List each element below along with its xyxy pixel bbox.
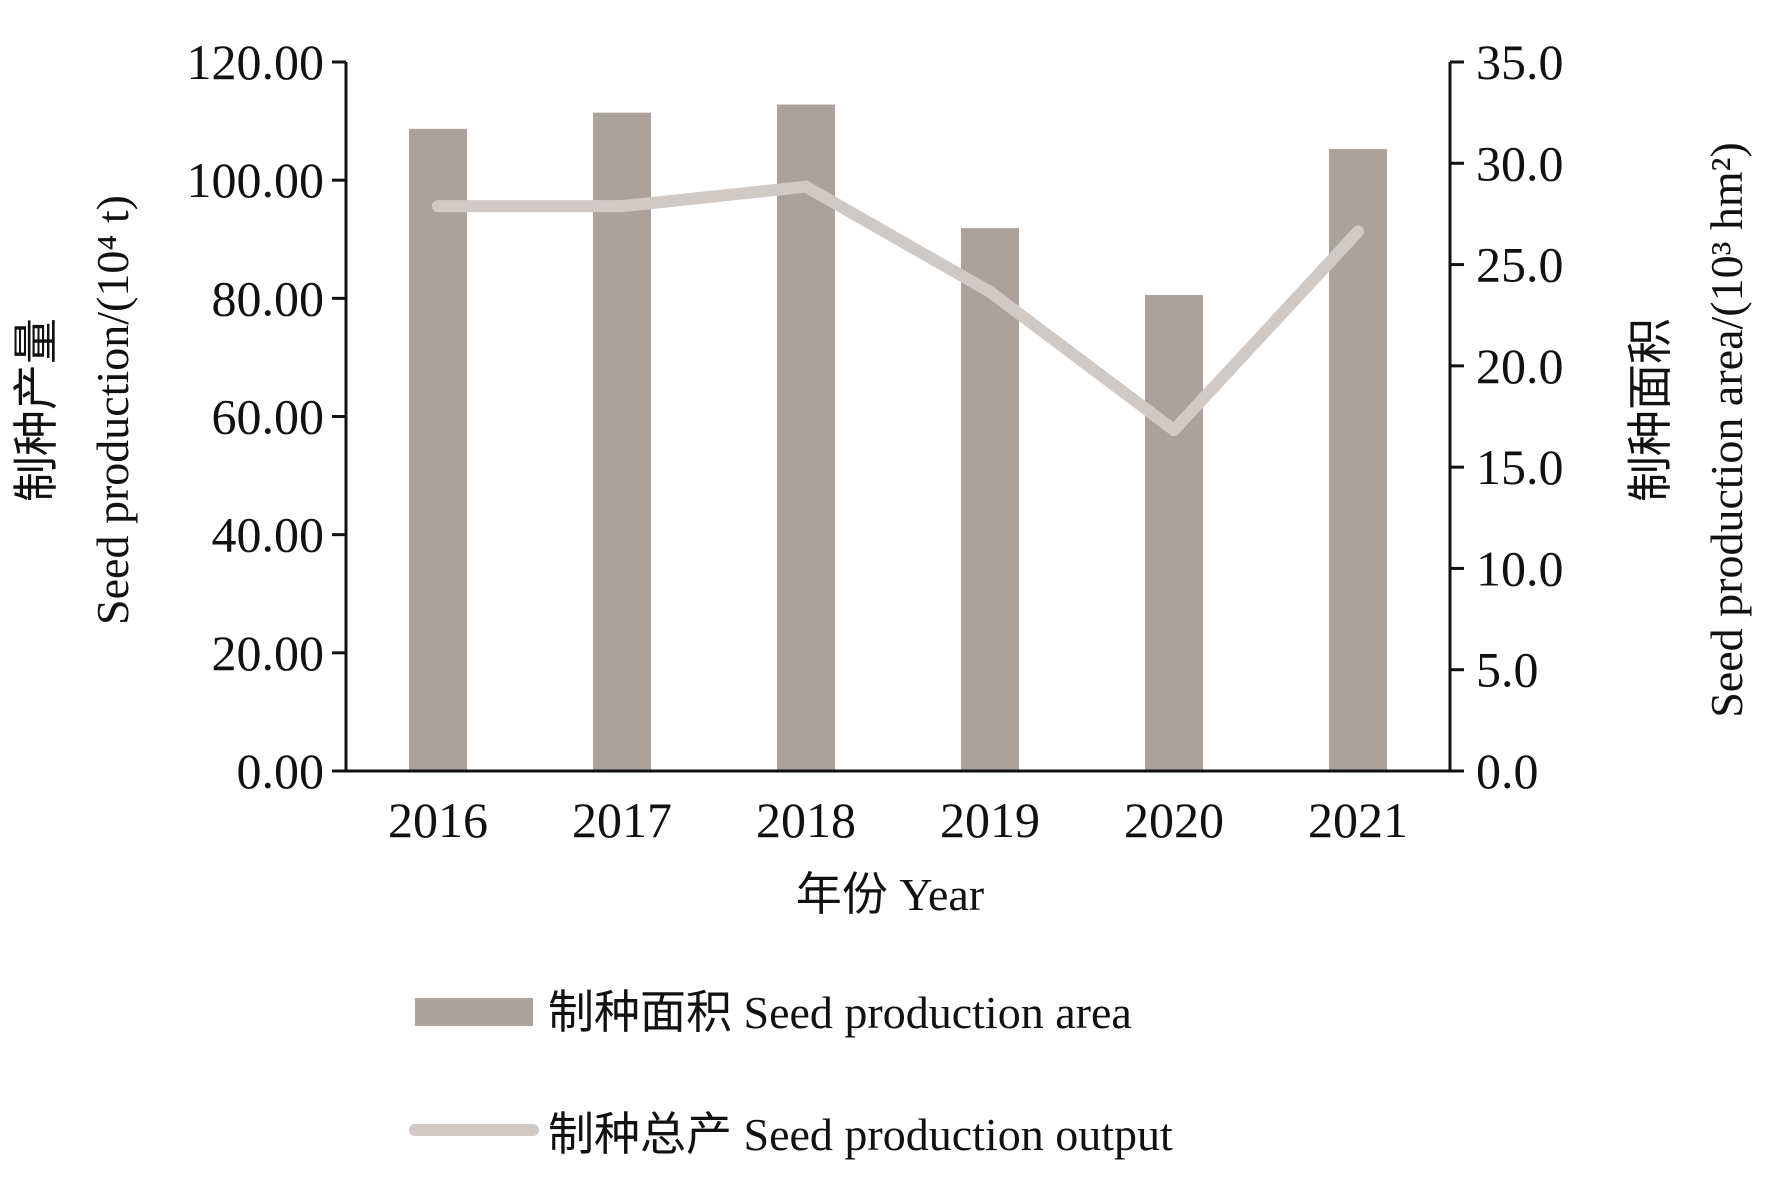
left-tick-label: 40.00 bbox=[212, 507, 325, 563]
x-tick-label: 2016 bbox=[388, 792, 488, 848]
right-tick-label: 25.0 bbox=[1476, 237, 1564, 293]
left-y-axis-title-en: Seed production/(10⁴ t) bbox=[87, 195, 138, 625]
bar-2020 bbox=[1145, 294, 1203, 771]
bar-2016 bbox=[409, 128, 467, 771]
x-tick-label: 2021 bbox=[1308, 792, 1408, 848]
left-y-axis-title-en-group: Seed production/(10⁴ t) bbox=[87, 195, 138, 625]
left-y-axis-ticks: 0.00 20.00 40.00 60.00 80.00 100.00 120.00 bbox=[187, 34, 346, 799]
left-tick-label: 80.00 bbox=[212, 270, 325, 326]
bar-2018 bbox=[777, 104, 835, 772]
right-y-axis-title-en-group: Seed production area/(10³ hm²) bbox=[1701, 142, 1752, 718]
right-y-axis-ticks: 0.0 5.0 10.0 15.0 20.0 25.0 30.0 35.0 bbox=[1450, 34, 1564, 799]
line-point-2021 bbox=[1352, 225, 1364, 238]
right-tick-label: 10.0 bbox=[1476, 540, 1564, 596]
left-tick-label: 0.00 bbox=[237, 743, 325, 799]
legend-bar-swatch bbox=[415, 998, 533, 1026]
x-tick-label: 2019 bbox=[940, 792, 1040, 848]
bar-2017 bbox=[593, 112, 651, 771]
x-tick-label: 2018 bbox=[756, 792, 856, 848]
bar-2019 bbox=[961, 228, 1019, 771]
right-tick-label: 5.0 bbox=[1476, 642, 1539, 698]
output-line bbox=[432, 180, 1364, 437]
x-axis-ticks: 2016 2017 2018 2019 2020 2021 bbox=[388, 792, 1408, 848]
right-tick-label: 30.0 bbox=[1476, 135, 1564, 191]
left-tick-label: 120.00 bbox=[187, 34, 325, 90]
legend-bar-label: 制种面积 Seed production area bbox=[548, 987, 1132, 1038]
left-tick-label: 20.00 bbox=[212, 625, 325, 681]
line-point-2016 bbox=[432, 200, 444, 213]
right-y-axis-title-en: Seed production area/(10³ hm²) bbox=[1701, 142, 1752, 718]
line-point-2017 bbox=[616, 200, 628, 213]
bar-series bbox=[409, 104, 1387, 772]
left-tick-label: 100.00 bbox=[187, 152, 325, 208]
bar-2021 bbox=[1329, 149, 1387, 771]
x-tick-label: 2017 bbox=[572, 792, 672, 848]
x-axis-title: 年份 Year bbox=[796, 869, 984, 920]
right-tick-label: 15.0 bbox=[1476, 439, 1564, 495]
right-y-axis-title: 制种面积 bbox=[1625, 318, 1676, 502]
right-tick-label: 20.0 bbox=[1476, 338, 1564, 394]
right-tick-label: 35.0 bbox=[1476, 34, 1564, 90]
left-y-axis-title-cn: 制种产量 bbox=[11, 318, 62, 502]
legend: 制种面积 Seed production area 制种总产 Seed prod… bbox=[409, 987, 1173, 1160]
line-series bbox=[432, 180, 1364, 437]
left-tick-label: 60.00 bbox=[212, 389, 325, 445]
legend-line-label: 制种总产 Seed production output bbox=[548, 1109, 1173, 1160]
x-tick-label: 2020 bbox=[1124, 792, 1224, 848]
line-point-2020 bbox=[1168, 424, 1180, 437]
right-y-axis-title-cn: 制种面积 bbox=[1625, 318, 1676, 502]
line-point-2018 bbox=[800, 180, 812, 193]
axes bbox=[344, 62, 1452, 773]
right-tick-label: 0.0 bbox=[1476, 743, 1539, 799]
left-y-axis-title: 制种产量 bbox=[11, 318, 62, 502]
line-point-2019 bbox=[984, 285, 996, 298]
